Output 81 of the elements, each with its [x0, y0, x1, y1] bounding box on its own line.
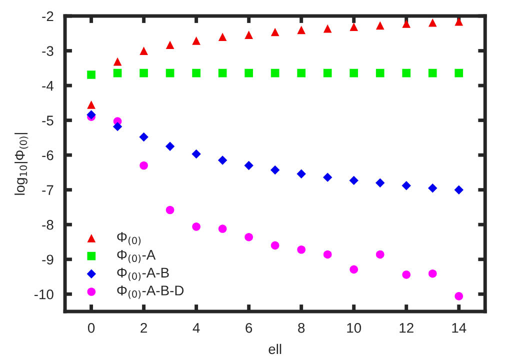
point: [376, 21, 384, 30]
point: [297, 245, 306, 254]
y-tick-label: -9: [42, 254, 54, 265]
y-tick-label: -10: [34, 289, 54, 300]
point: [350, 265, 358, 274]
point: [402, 20, 411, 28]
point: [402, 68, 411, 78]
point: [323, 250, 332, 259]
y-tick-label: -6: [42, 150, 54, 160]
point: [218, 32, 227, 42]
point: [192, 68, 200, 78]
point: [428, 68, 437, 78]
point: [244, 232, 253, 242]
x-tick-label: 14: [452, 323, 466, 333]
point: [140, 68, 148, 78]
point: [244, 30, 253, 39]
point: [454, 68, 464, 78]
x-tick-label: 8: [298, 322, 305, 333]
point: [140, 161, 148, 170]
point: [454, 292, 464, 300]
point: [244, 160, 254, 170]
x-tick-label: 4: [192, 323, 200, 333]
y-tick-label: -8: [42, 220, 54, 230]
point: [113, 68, 122, 78]
point: [112, 122, 122, 132]
point: [113, 57, 122, 66]
y-tick-label: -2: [42, 11, 54, 22]
point: [402, 181, 411, 190]
point: [428, 183, 438, 193]
legend-label: Φ$_{(0)}$-A-B-D: [117, 286, 184, 299]
point: [166, 40, 174, 50]
point: [192, 36, 200, 45]
point: [376, 178, 385, 188]
x-tick-label: 12: [400, 322, 414, 333]
y-tick-label: -4: [42, 81, 54, 91]
point: [218, 68, 227, 78]
point: [376, 250, 384, 259]
point: [297, 26, 306, 34]
point: [454, 185, 464, 194]
point: [454, 17, 464, 26]
point: [218, 224, 227, 233]
point: [350, 68, 358, 78]
point: [165, 142, 175, 151]
point: [297, 68, 306, 78]
x-tick-label: 2: [140, 322, 147, 333]
point: [139, 132, 148, 142]
point: [218, 156, 228, 165]
x-tick-label: 6: [246, 322, 252, 333]
point: [270, 68, 280, 78]
point: [192, 149, 201, 159]
point: [322, 172, 332, 182]
x-axis-title: ell: [268, 344, 282, 354]
y-tick-label: -7: [42, 185, 54, 195]
point: [376, 68, 384, 78]
point: [166, 68, 174, 78]
legend-label: Φ$_{(0)}$-A: [117, 250, 156, 264]
point: [192, 222, 200, 231]
y-axis-title: log$_{10}$|Φ$_{(0)}$|: [14, 133, 28, 195]
x-tick-label: 0: [88, 322, 95, 333]
point: [270, 28, 280, 36]
x-tick-label: 10: [347, 322, 362, 333]
point: [296, 169, 306, 178]
point: [244, 68, 253, 78]
legend-label: Φ$_{(0)}$: [117, 232, 141, 246]
point: [270, 241, 280, 250]
point: [140, 46, 148, 55]
point: [87, 70, 96, 79]
legend-label: Φ$_{(0)}$-A-B: [117, 268, 169, 282]
point: [166, 206, 174, 214]
y-tick-label: -3: [42, 46, 54, 56]
point: [86, 110, 96, 120]
point: [350, 22, 358, 31]
point: [428, 269, 437, 278]
point: [270, 165, 280, 175]
point: [402, 270, 411, 279]
point: [87, 100, 96, 109]
point: [323, 24, 332, 33]
point: [323, 68, 332, 78]
point: [428, 18, 437, 27]
y-tick-label: -5: [42, 116, 54, 126]
point: [349, 176, 358, 186]
